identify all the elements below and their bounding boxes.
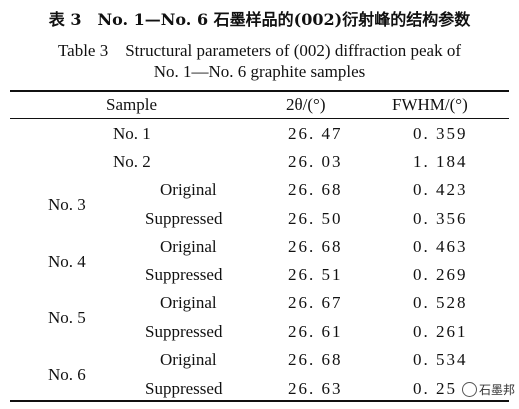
row-fwhm: 0. 359 [413,124,468,143]
table-caption-english-line2: No. 1—No. 6 graphite samples [153,62,366,81]
row-state-label: Original [160,237,217,256]
watermark-logo-icon [462,382,477,397]
row-two-theta: 26. 47 [288,124,343,143]
row-two-theta: 26. 61 [288,322,343,341]
row-fwhm: 0. 423 [413,180,468,199]
table-top-rule [10,90,509,92]
row-two-theta: 26. 63 [288,379,343,398]
header-two-theta: 2θ/(°) [286,95,326,114]
row-sample-label: No. 3 [48,195,86,214]
row-two-theta: 26. 50 [288,209,343,228]
row-two-theta: 26. 51 [288,265,343,284]
row-fwhm: 0. 463 [413,237,468,256]
row-fwhm: 1. 184 [413,152,468,171]
row-two-theta: 26. 68 [288,350,343,369]
row-fwhm: 0. 25 [413,379,457,398]
row-sample-label: No. 5 [48,308,86,327]
row-state-label: Original [160,293,217,312]
watermark: 石墨邦 [462,381,515,398]
row-state-label: Original [160,180,217,199]
header-sample: Sample [106,95,157,114]
row-two-theta: 26. 03 [288,152,343,171]
table-bottom-rule [10,400,509,402]
row-state-label: Suppressed [145,209,223,228]
row-fwhm: 0. 534 [413,350,468,369]
row-sample-label: No. 6 [48,365,86,384]
row-fwhm: 0. 356 [413,209,468,228]
table-caption-chinese: 表 3 No. 1—No. 6 石墨样品的(002)衍射峰的结构参数 [48,10,471,29]
row-state-label: Suppressed [145,265,223,284]
row-state-label: Original [160,350,217,369]
table-header-rule [10,118,509,119]
row-two-theta: 26. 68 [288,180,343,199]
row-sample-label: No. 2 [113,152,151,171]
row-state-label: Suppressed [145,322,223,341]
header-fwhm: FWHM/(°) [392,95,468,114]
table-caption-english-line1: Table 3 Structural parameters of (002) d… [57,41,462,60]
row-state-label: Suppressed [145,379,223,398]
row-two-theta: 26. 68 [288,237,343,256]
row-sample-label: No. 1 [113,124,151,143]
row-fwhm: 0. 269 [413,265,468,284]
watermark-text: 石墨邦 [479,383,516,397]
row-fwhm: 0. 261 [413,322,468,341]
row-sample-label: No. 4 [48,252,86,271]
row-fwhm: 0. 528 [413,293,468,312]
row-two-theta: 26. 67 [288,293,343,312]
